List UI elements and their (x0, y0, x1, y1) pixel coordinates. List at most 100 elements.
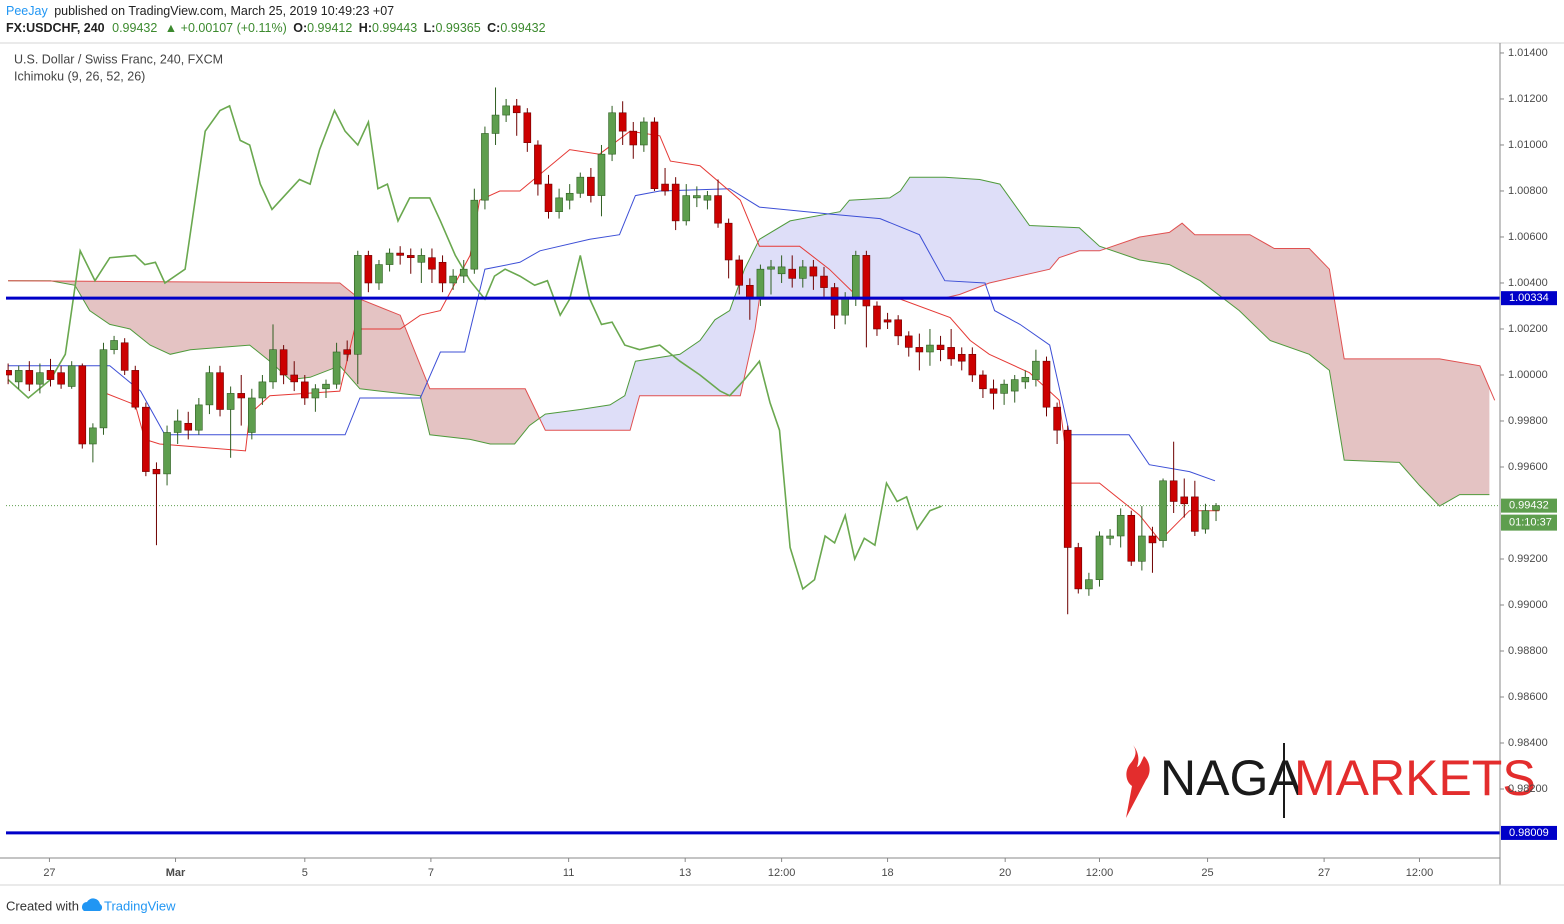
candle-body (1180, 496, 1189, 505)
candle-body (459, 268, 468, 277)
candle-body (629, 130, 638, 146)
candle-body (322, 383, 330, 390)
publisher[interactable]: PeeJay (6, 4, 48, 18)
candle-body (693, 195, 701, 199)
candle-body (1106, 535, 1114, 539)
candle-body (936, 344, 945, 350)
footer-created: Created with (6, 898, 79, 913)
candle-body (555, 197, 563, 212)
candle-body (417, 255, 426, 263)
candle-body (650, 121, 659, 189)
candle-body (1116, 514, 1125, 537)
candle-body (364, 255, 373, 284)
y-tick-label: 0.98400 (1508, 737, 1548, 749)
candle-body (237, 393, 246, 399)
level-label: 1.00334 (1509, 292, 1549, 304)
candle-body (491, 114, 500, 134)
candle-body (534, 144, 542, 185)
y-tick-label: 1.01200 (1508, 93, 1548, 105)
footer-brand[interactable]: TradingView (104, 898, 176, 913)
candle-body (470, 199, 479, 270)
candle-body (883, 319, 892, 323)
candle-body (353, 255, 362, 355)
candle-body (671, 183, 680, 222)
last-price-box (1501, 498, 1557, 513)
symbol: FX:USDCHF, 240 (6, 21, 105, 35)
candle-body (587, 176, 595, 196)
candle-body (682, 195, 691, 222)
level-label: 0.98009 (1509, 827, 1549, 839)
y-tick-label: 0.98200 (1508, 783, 1548, 795)
candle-body (523, 112, 532, 143)
candle-body (1021, 376, 1030, 383)
candle-body (110, 340, 118, 350)
candle-body (989, 388, 998, 394)
candle-body (343, 349, 351, 355)
candle-body (799, 266, 807, 279)
candle-body (279, 349, 288, 376)
candle-body (163, 432, 171, 475)
x-tick-label: Mar (166, 867, 186, 879)
candle-body (703, 195, 712, 201)
x-tick-label: 12:00 (1086, 867, 1114, 879)
y-tick-label: 0.98800 (1508, 645, 1548, 657)
last-price: 0.99432 (112, 21, 157, 35)
y-tick-label: 0.99600 (1508, 461, 1548, 473)
candle-body (438, 261, 447, 284)
candle-body (385, 252, 394, 265)
candle-body (1138, 535, 1146, 562)
senkou-a-line (8, 176, 1490, 507)
y-tick-label: 1.00400 (1508, 277, 1548, 289)
indicator-legend[interactable]: Ichimoku (9, 26, 52, 26) (14, 69, 145, 83)
candle-body (735, 259, 744, 286)
published-info: published on TradingView.com, March 25, … (54, 4, 394, 18)
candle-body (618, 112, 627, 132)
candle-body (269, 349, 277, 383)
candle-body (841, 298, 849, 316)
candle-body (248, 397, 256, 433)
watermark-naga: NAGA (1160, 750, 1302, 806)
candle-body (173, 420, 182, 433)
x-tick-label: 12:00 (768, 867, 796, 879)
y-tick-label: 0.99800 (1508, 415, 1548, 427)
candle-body (968, 353, 977, 376)
candle-body (777, 266, 786, 275)
last-price-label: 0.99432 (1509, 500, 1549, 512)
candle-body (714, 195, 722, 224)
candle-body (1159, 480, 1167, 541)
footer-logo (82, 898, 103, 911)
candle-body (820, 275, 828, 288)
candle-body (724, 222, 733, 261)
close-value: 0.99432 (500, 21, 545, 35)
level-label-box (1501, 825, 1557, 840)
open-label: O: (293, 21, 307, 35)
candle-body (332, 351, 341, 385)
candle-body (1010, 379, 1019, 392)
high-label: H: (359, 21, 372, 35)
y-tick-label: 1.01400 (1508, 47, 1548, 59)
candle-body (195, 404, 203, 431)
candle-body (851, 255, 860, 300)
x-tick-label: 27 (43, 867, 55, 879)
level-label-box (1501, 291, 1557, 306)
candle-body (1201, 510, 1210, 530)
candle-body (301, 381, 309, 399)
candle-body (290, 374, 299, 383)
candle-body (481, 133, 489, 201)
candle-body (36, 372, 44, 385)
candle-body (661, 183, 669, 192)
y-tick-label: 1.00800 (1508, 185, 1548, 197)
candle-body (957, 353, 966, 362)
candle-body (1085, 579, 1093, 590)
candle-body (565, 192, 574, 201)
candle-body (216, 372, 224, 410)
kijun-line (8, 188, 1216, 482)
watermark-logo (1126, 745, 1150, 818)
candle-body (1095, 535, 1104, 580)
x-tick-label: 27 (1318, 867, 1330, 879)
candle-body (226, 393, 235, 410)
candle-body (78, 365, 87, 445)
x-tick-label: 20 (999, 867, 1011, 879)
low-value: 0.99365 (435, 21, 480, 35)
